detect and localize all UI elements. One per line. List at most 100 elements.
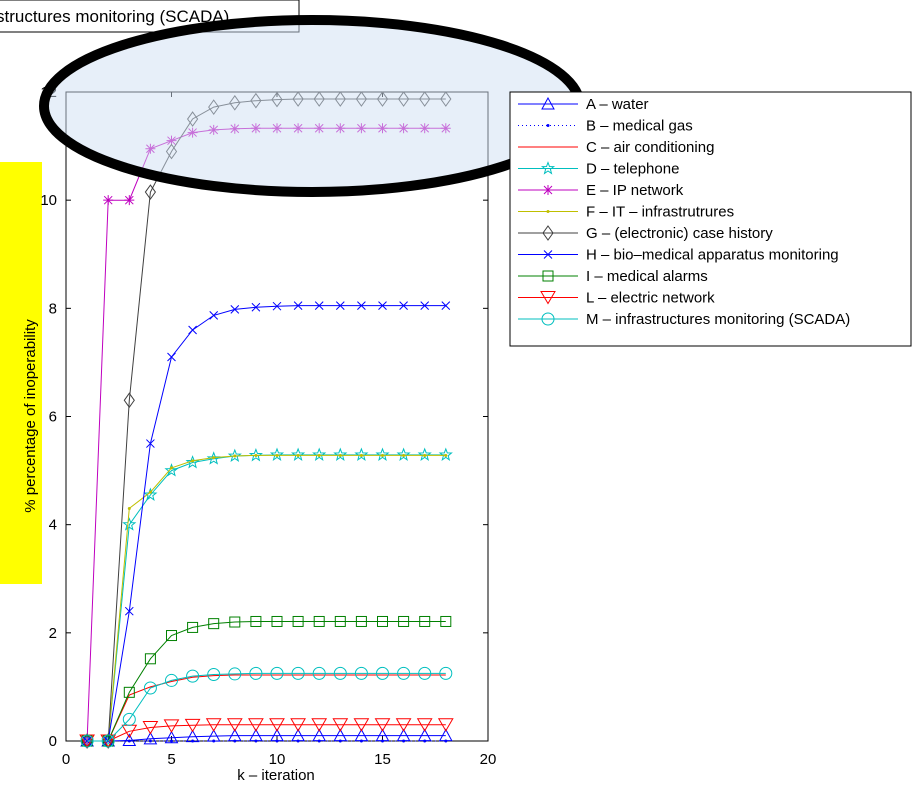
data-point: [207, 667, 221, 681]
legend-label: G – (electronic) case history: [586, 225, 773, 242]
legend-label: B – medical gas: [586, 118, 693, 135]
data-point: [123, 686, 135, 698]
x-tick-label: 20: [480, 751, 497, 768]
x-tick-labels: 0 5 10 15 20: [62, 751, 497, 768]
data-point: [296, 739, 300, 743]
data-point: [423, 739, 427, 743]
y-tick-labels: 024681012: [40, 84, 57, 750]
data-point: [540, 161, 556, 175]
legend-item: F – IT – infrastrutrures: [518, 204, 734, 221]
legend-box: [509, 91, 912, 347]
highlight-ellipse: [39, 15, 585, 197]
data-point: [191, 739, 195, 743]
data-point: [291, 666, 305, 680]
legend-item: H – bio–medical apparatus monitoring: [518, 247, 839, 264]
plot-area: [65, 91, 489, 742]
legend-label: F – IT – infrastrutrures: [586, 204, 734, 221]
data-point: [143, 681, 157, 695]
data-point: [270, 666, 284, 680]
series-8: [81, 615, 452, 747]
data-point: [333, 666, 347, 680]
series-9: [79, 718, 454, 748]
y-tick-label: 4: [49, 517, 57, 534]
series-7: [82, 301, 451, 746]
data-point: [317, 739, 321, 743]
data-point: [143, 731, 158, 745]
data-point: [333, 447, 348, 461]
ylabel-highlight: [0, 162, 42, 584]
data-point: [124, 606, 134, 616]
data-point: [542, 225, 554, 241]
legend-item: M – infrastructures monitoring (SCADA): [518, 311, 850, 328]
data-point: [354, 447, 369, 461]
data-point: [397, 666, 411, 680]
data-point: [417, 447, 432, 461]
data-point: [335, 301, 345, 310]
data-point: [543, 185, 553, 195]
data-point: [249, 666, 263, 680]
data-point: [541, 96, 555, 110]
data-point: [205, 718, 222, 732]
data-point: [290, 718, 306, 732]
legend-label: A – water: [586, 96, 649, 113]
data-point: [191, 459, 195, 463]
data-point: [81, 733, 93, 749]
data-point: [165, 673, 178, 687]
data-point: [233, 739, 237, 743]
data-point: [212, 456, 216, 460]
data-point: [101, 734, 115, 748]
series-10: [80, 666, 453, 748]
data-point: [311, 718, 328, 732]
data-point: [354, 666, 368, 680]
data-point: [395, 718, 412, 732]
data-point: [208, 618, 220, 630]
data-point: [317, 453, 321, 457]
data-point: [148, 739, 152, 743]
data-point: [184, 718, 201, 733]
legend-label: H – bio–medical apparatus monitoring: [586, 247, 839, 264]
data-point: [291, 447, 306, 461]
data-point: [541, 312, 555, 326]
data-point: [170, 739, 173, 743]
data-point: [275, 739, 279, 743]
legend: A – water B – medical gas C – air conditio…: [518, 96, 850, 328]
series-5: [85, 453, 448, 743]
data-point: [540, 291, 556, 305]
data-point: [402, 739, 406, 743]
y-axis-label: % percentage of inoperability: [22, 319, 39, 513]
data-point: [440, 615, 452, 627]
data-point: [122, 733, 137, 746]
data-point: [420, 301, 430, 310]
data-point: [170, 466, 173, 470]
data-point: [398, 615, 410, 627]
data-point: [254, 739, 258, 743]
data-point: [250, 615, 262, 627]
data-point: [187, 621, 199, 633]
data-point: [359, 453, 363, 457]
y-tick-label: 0: [49, 733, 57, 750]
data-point: [439, 666, 453, 680]
data-point: [312, 447, 327, 461]
x-tick-label: 5: [167, 751, 175, 768]
legend-item: I – medical alarms: [518, 268, 708, 285]
data-point: [357, 301, 366, 310]
data-point: [296, 453, 300, 457]
data-point: [254, 453, 258, 457]
data-point: [123, 392, 135, 409]
legend-item: G – (electronic) case history: [518, 225, 773, 242]
data-point: [423, 453, 427, 457]
legend-item: E – IP network: [518, 182, 684, 199]
data-point: [396, 447, 411, 461]
data-point: [233, 454, 237, 458]
data-point: [381, 739, 384, 743]
data-point: [272, 301, 282, 311]
series-line: [87, 454, 446, 742]
data-point: [376, 666, 389, 680]
data-point: [271, 615, 283, 627]
data-point: [148, 490, 152, 494]
series-line: [87, 674, 446, 742]
data-point: [227, 448, 242, 462]
data-point: [127, 506, 131, 510]
data-point: [418, 666, 432, 680]
data-point: [444, 739, 448, 743]
